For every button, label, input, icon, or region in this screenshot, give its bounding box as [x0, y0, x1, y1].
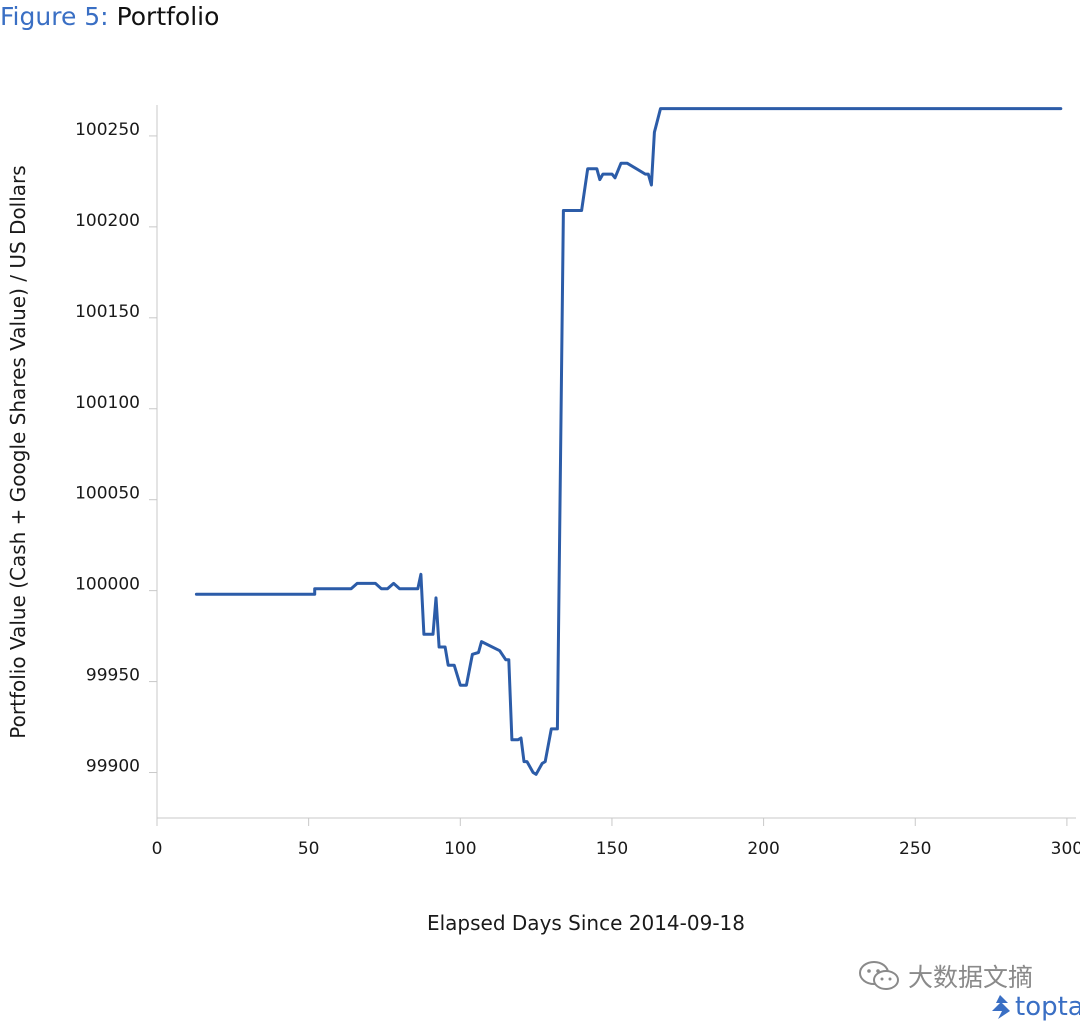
x-tick-label: 250	[899, 839, 931, 859]
x-tick-label: 0	[152, 839, 163, 859]
watermark-text: 大数据文摘	[908, 963, 1034, 992]
watermark: 大数据文摘	[858, 958, 1033, 994]
y-axis-title: Portfolio Value (Cash + Google Shares Va…	[6, 165, 30, 738]
brand-text: toptal	[1015, 992, 1080, 1022]
x-tick-label: 100	[444, 839, 476, 859]
figure-label: Figure 5:	[0, 2, 109, 31]
figure-title: Figure 5: Portfolio	[0, 0, 219, 34]
brand: toptal	[988, 990, 1080, 1024]
figure-name: Portfolio	[116, 2, 220, 31]
x-tick-label: 200	[747, 839, 779, 859]
y-tick-label: 100200	[75, 211, 140, 231]
x-tick-label: 300	[1051, 839, 1080, 859]
x-tick-label: 50	[298, 839, 320, 859]
y-tick-label: 100150	[75, 302, 140, 322]
chart-axes: 0 50 100 150 200 250 3009990099950100000100050…	[75, 105, 1080, 859]
y-tick-label: 99900	[86, 757, 140, 777]
y-tick-label: 100100	[75, 393, 140, 413]
chart-series	[194, 107, 1063, 776]
y-tick-label: 100250	[75, 120, 140, 140]
series-line-1	[194, 107, 1063, 776]
y-tick-label: 100000	[75, 575, 140, 595]
x-tick-label: 150	[596, 839, 628, 859]
y-tick-label: 99950	[86, 666, 140, 686]
wechat-icon	[859, 961, 899, 990]
x-axis-title: Elapsed Days Since 2014-09-18	[427, 911, 745, 935]
y-tick-label: 100050	[75, 484, 140, 504]
toptal-logo-icon	[992, 995, 1010, 1019]
